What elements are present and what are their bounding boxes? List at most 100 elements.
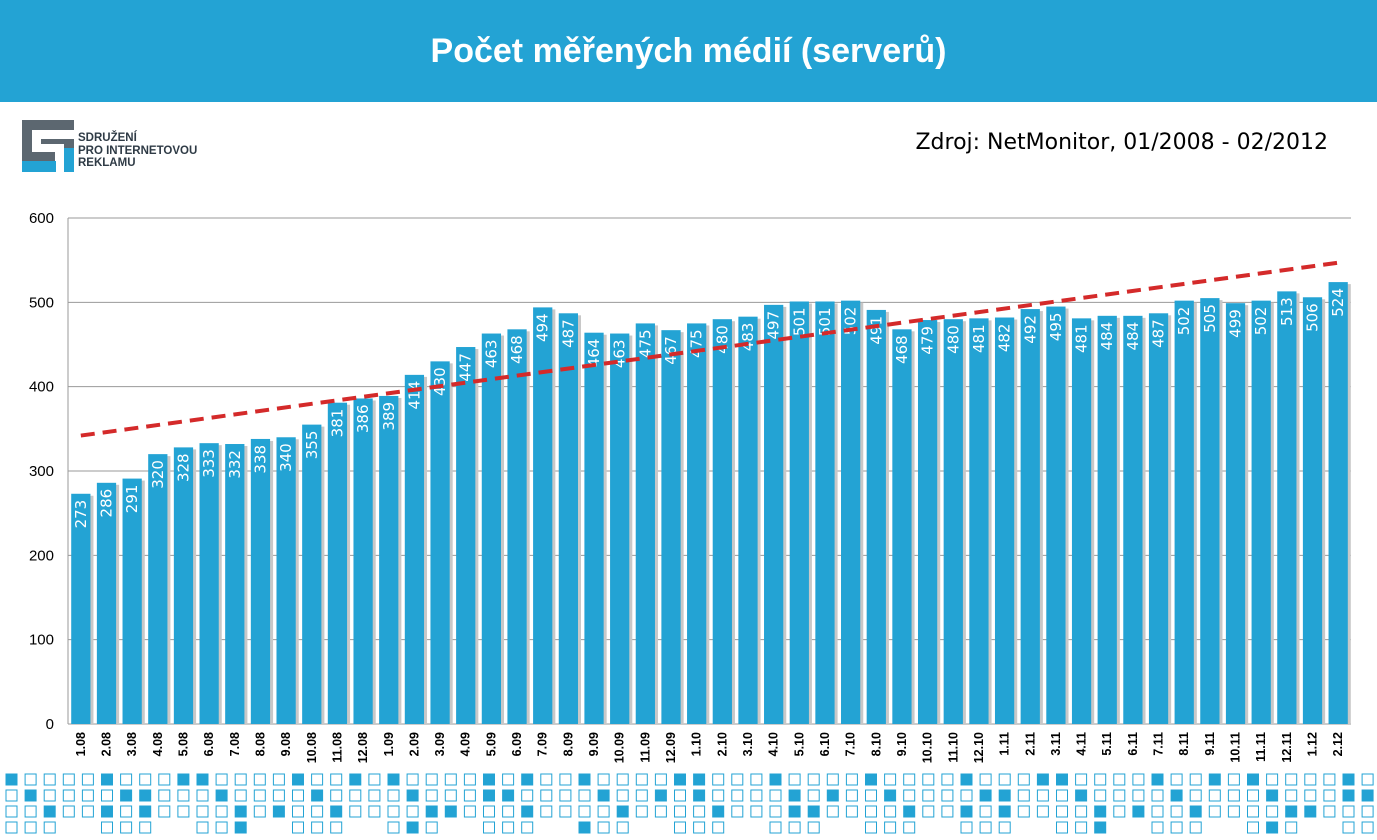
y-tick-label: 0 xyxy=(46,716,54,733)
data-label: 487 xyxy=(1150,319,1168,348)
pattern-square xyxy=(1094,773,1107,786)
data-label: 291 xyxy=(123,485,141,514)
data-label: 430 xyxy=(431,367,449,396)
pattern-square xyxy=(158,789,171,802)
pattern-square xyxy=(139,773,152,786)
pattern-square xyxy=(693,805,706,818)
pattern-square xyxy=(463,805,476,818)
pattern-square xyxy=(139,789,152,802)
pattern-square xyxy=(1361,805,1374,818)
pattern-square xyxy=(1342,805,1355,818)
pattern-square xyxy=(1132,773,1145,786)
pattern-square xyxy=(807,805,820,818)
bar xyxy=(1328,282,1348,724)
pattern-square xyxy=(406,805,419,818)
pattern-square xyxy=(884,789,897,802)
bar xyxy=(96,482,117,724)
bar xyxy=(1251,300,1271,724)
x-tick-label: 1.10 xyxy=(690,732,704,756)
data-label: 481 xyxy=(1073,324,1091,353)
pattern-square xyxy=(120,805,133,818)
bar xyxy=(1046,306,1066,724)
pattern-square xyxy=(1017,805,1030,818)
x-tick-label: 7.10 xyxy=(844,732,858,756)
pattern-square xyxy=(253,805,266,818)
x-tick-label: 7.11 xyxy=(1152,732,1166,756)
pattern-square xyxy=(425,773,438,786)
pattern-square xyxy=(616,805,629,818)
pattern-square xyxy=(578,805,591,818)
bar xyxy=(404,374,425,724)
pattern-square xyxy=(43,773,56,786)
pattern-square xyxy=(845,789,858,802)
pattern-square xyxy=(521,821,534,834)
bar xyxy=(841,300,861,724)
pattern-square xyxy=(5,805,18,818)
pattern-square xyxy=(1113,773,1126,786)
data-label: 475 xyxy=(636,329,654,358)
pattern-square xyxy=(769,821,782,834)
pattern-square xyxy=(1266,821,1279,834)
x-tick-label: 4.11 xyxy=(1075,732,1089,756)
pattern-square xyxy=(1056,821,1068,834)
data-label: 479 xyxy=(919,326,937,355)
pattern-square xyxy=(1304,789,1317,802)
pattern-square xyxy=(349,805,362,818)
bar xyxy=(327,402,348,724)
x-tick-label: 2.11 xyxy=(1023,732,1037,756)
x-tick-label: 4.10 xyxy=(767,732,781,756)
pattern-square xyxy=(540,805,553,818)
x-tick-label: 6.10 xyxy=(818,732,832,756)
pattern-square xyxy=(43,789,56,802)
bar xyxy=(892,329,912,724)
pattern-square xyxy=(234,821,247,834)
pattern-square xyxy=(559,805,572,818)
pattern-square xyxy=(941,789,954,802)
x-tick-label: 4.09 xyxy=(459,732,473,756)
bar xyxy=(1200,298,1220,724)
bar xyxy=(687,323,707,724)
pattern-square xyxy=(1247,789,1259,802)
pattern-square xyxy=(559,773,572,786)
bar xyxy=(1097,315,1117,724)
pattern-square xyxy=(674,789,686,802)
pattern-square xyxy=(292,821,304,834)
x-tick-label: 7.09 xyxy=(536,732,550,756)
pattern-square xyxy=(1075,773,1088,786)
pattern-square xyxy=(960,773,973,786)
bar xyxy=(199,443,219,724)
pattern-square xyxy=(253,773,266,786)
pattern-square xyxy=(1075,789,1088,802)
pattern-square xyxy=(769,789,782,802)
pattern-square xyxy=(712,789,725,802)
x-tick-label: 3.09 xyxy=(433,732,447,756)
logo-line: PRO INTERNETOVOU xyxy=(78,144,198,157)
pattern-square xyxy=(387,773,400,786)
pattern-square xyxy=(1170,789,1183,802)
x-tick-label: 3.11 xyxy=(1049,732,1063,756)
pattern-square xyxy=(158,805,171,818)
pattern-square xyxy=(903,773,916,786)
pattern-square xyxy=(922,789,935,802)
pattern-square xyxy=(196,789,209,802)
pattern-square xyxy=(62,773,75,786)
pattern-square xyxy=(1113,805,1126,818)
sir-logo-icon xyxy=(22,120,74,172)
pattern-square xyxy=(578,789,591,802)
bar xyxy=(173,447,194,724)
pattern-square xyxy=(654,789,667,802)
pattern-square xyxy=(1151,789,1164,802)
pattern-square xyxy=(1036,789,1049,802)
pattern-square xyxy=(81,789,94,802)
pattern-square xyxy=(43,805,56,818)
pattern-square xyxy=(826,789,839,802)
pattern-square xyxy=(272,773,285,786)
pattern-square xyxy=(674,805,686,818)
pattern-square xyxy=(807,789,820,802)
data-label: 286 xyxy=(97,489,115,518)
x-tick-label: 1.12 xyxy=(1306,732,1320,756)
pattern-square xyxy=(311,805,324,818)
pattern-square xyxy=(5,821,18,834)
pattern-square xyxy=(406,821,419,834)
x-tick-label: 8.09 xyxy=(561,732,575,756)
